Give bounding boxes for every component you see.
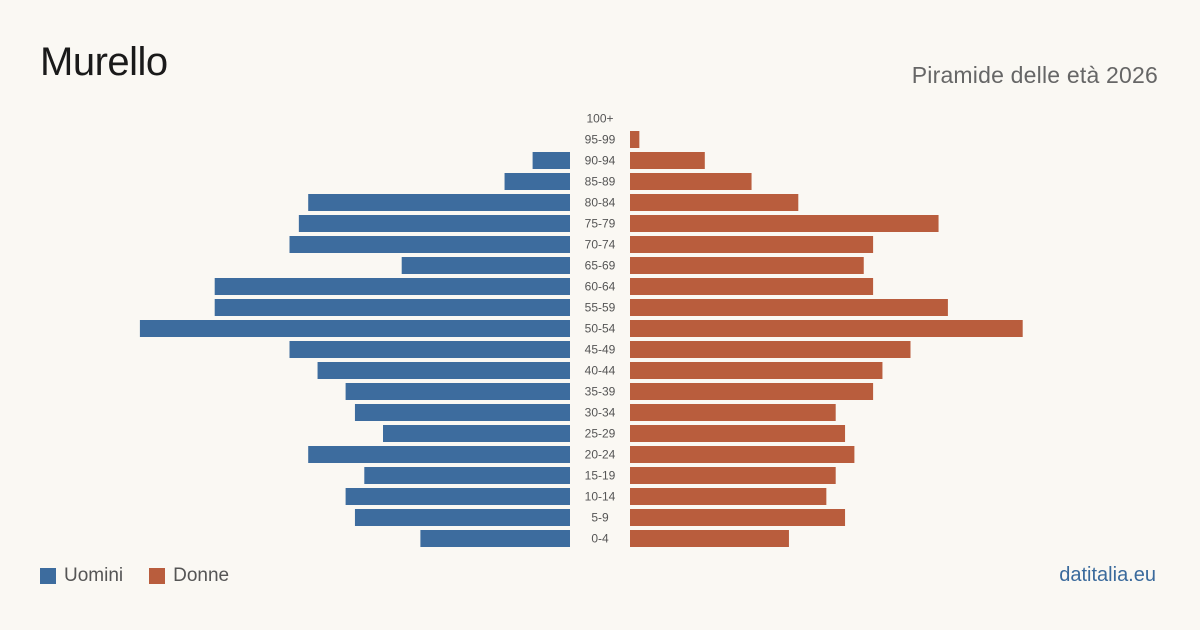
age-label-60-64: 60-64: [585, 280, 616, 294]
legend-label-men: Uomini: [64, 565, 124, 586]
age-label-90-94: 90-94: [585, 154, 616, 168]
bar-women-30-34[interactable]: [630, 404, 836, 421]
bar-men-65-69[interactable]: [401, 257, 570, 274]
bar-women-95-99[interactable]: [630, 131, 640, 148]
bar-men-50-54[interactable]: [139, 320, 570, 337]
age-label-75-79: 75-79: [585, 217, 616, 231]
bar-men-55-59[interactable]: [214, 299, 570, 316]
bar-women-5-9[interactable]: [630, 509, 846, 526]
page-title: Murello: [40, 40, 168, 84]
bar-men-45-49[interactable]: [289, 341, 571, 358]
age-label-70-74: 70-74: [585, 238, 616, 252]
legend-swatch-men: [40, 568, 56, 584]
bar-men-25-29[interactable]: [383, 425, 570, 442]
legend-item-women[interactable]: Donne: [149, 565, 229, 587]
bar-men-40-44[interactable]: [317, 362, 570, 379]
legend-item-men[interactable]: Uomini: [40, 565, 123, 587]
bar-women-70-74[interactable]: [630, 236, 874, 253]
bar-women-85-89[interactable]: [630, 173, 752, 190]
brand-link[interactable]: datitalia.eu: [1059, 564, 1156, 586]
bar-men-15-19[interactable]: [364, 467, 570, 484]
age-label-85-89: 85-89: [585, 175, 616, 189]
age-label-0-4: 0-4: [591, 532, 609, 546]
bar-men-75-79[interactable]: [298, 215, 570, 232]
age-label-50-54: 50-54: [585, 322, 616, 336]
bar-women-60-64[interactable]: [630, 278, 874, 295]
legend-label-women: Donne: [173, 565, 230, 586]
chart-subtitle: Piramide delle età 2026: [911, 62, 1158, 88]
bar-women-65-69[interactable]: [630, 257, 864, 274]
bar-men-10-14[interactable]: [345, 488, 570, 505]
age-label-65-69: 65-69: [585, 259, 616, 273]
bar-women-55-59[interactable]: [630, 299, 948, 316]
bar-women-40-44[interactable]: [630, 362, 883, 379]
bar-women-10-14[interactable]: [630, 488, 827, 505]
age-label-10-14: 10-14: [585, 490, 616, 504]
bar-men-90-94[interactable]: [532, 152, 570, 169]
men-bars-group: [139, 152, 571, 547]
bar-women-15-19[interactable]: [630, 467, 836, 484]
age-label-100+: 100+: [586, 112, 613, 126]
bar-women-75-79[interactable]: [630, 215, 939, 232]
age-label-40-44: 40-44: [585, 364, 616, 378]
bar-women-50-54[interactable]: [630, 320, 1023, 337]
age-label-80-84: 80-84: [585, 196, 616, 210]
age-label-15-19: 15-19: [585, 469, 616, 483]
age-label-55-59: 55-59: [585, 301, 616, 315]
legend: Uomini Donne: [40, 565, 255, 587]
bar-women-20-24[interactable]: [630, 446, 855, 463]
bar-women-25-29[interactable]: [630, 425, 846, 442]
age-label-35-39: 35-39: [585, 385, 616, 399]
age-label-20-24: 20-24: [585, 448, 616, 462]
age-label-25-29: 25-29: [585, 427, 616, 441]
bar-men-20-24[interactable]: [308, 446, 570, 463]
age-label-95-99: 95-99: [585, 133, 616, 147]
bar-men-0-4[interactable]: [420, 530, 570, 547]
age-label-30-34: 30-34: [585, 406, 616, 420]
bar-men-60-64[interactable]: [214, 278, 570, 295]
bar-women-35-39[interactable]: [630, 383, 874, 400]
legend-swatch-women: [149, 568, 166, 584]
bar-men-30-34[interactable]: [354, 404, 570, 421]
bar-men-35-39[interactable]: [345, 383, 570, 400]
bar-women-45-49[interactable]: [630, 341, 911, 358]
bar-men-70-74[interactable]: [289, 236, 571, 253]
bar-men-5-9[interactable]: [354, 509, 570, 526]
women-bars-group: [630, 131, 1023, 547]
bar-men-85-89[interactable]: [504, 173, 570, 190]
age-labels-group: 100+ 95-99 90-94 85-89 80-84 75-79 70-74 65-69 6…: [585, 112, 616, 546]
bar-women-80-84[interactable]: [630, 194, 799, 211]
age-label-45-49: 45-49: [585, 343, 616, 357]
bar-women-0-4[interactable]: [630, 530, 789, 547]
age-label-5-9: 5-9: [591, 511, 609, 525]
bar-men-80-84[interactable]: [308, 194, 570, 211]
bar-women-90-94[interactable]: [630, 152, 705, 169]
